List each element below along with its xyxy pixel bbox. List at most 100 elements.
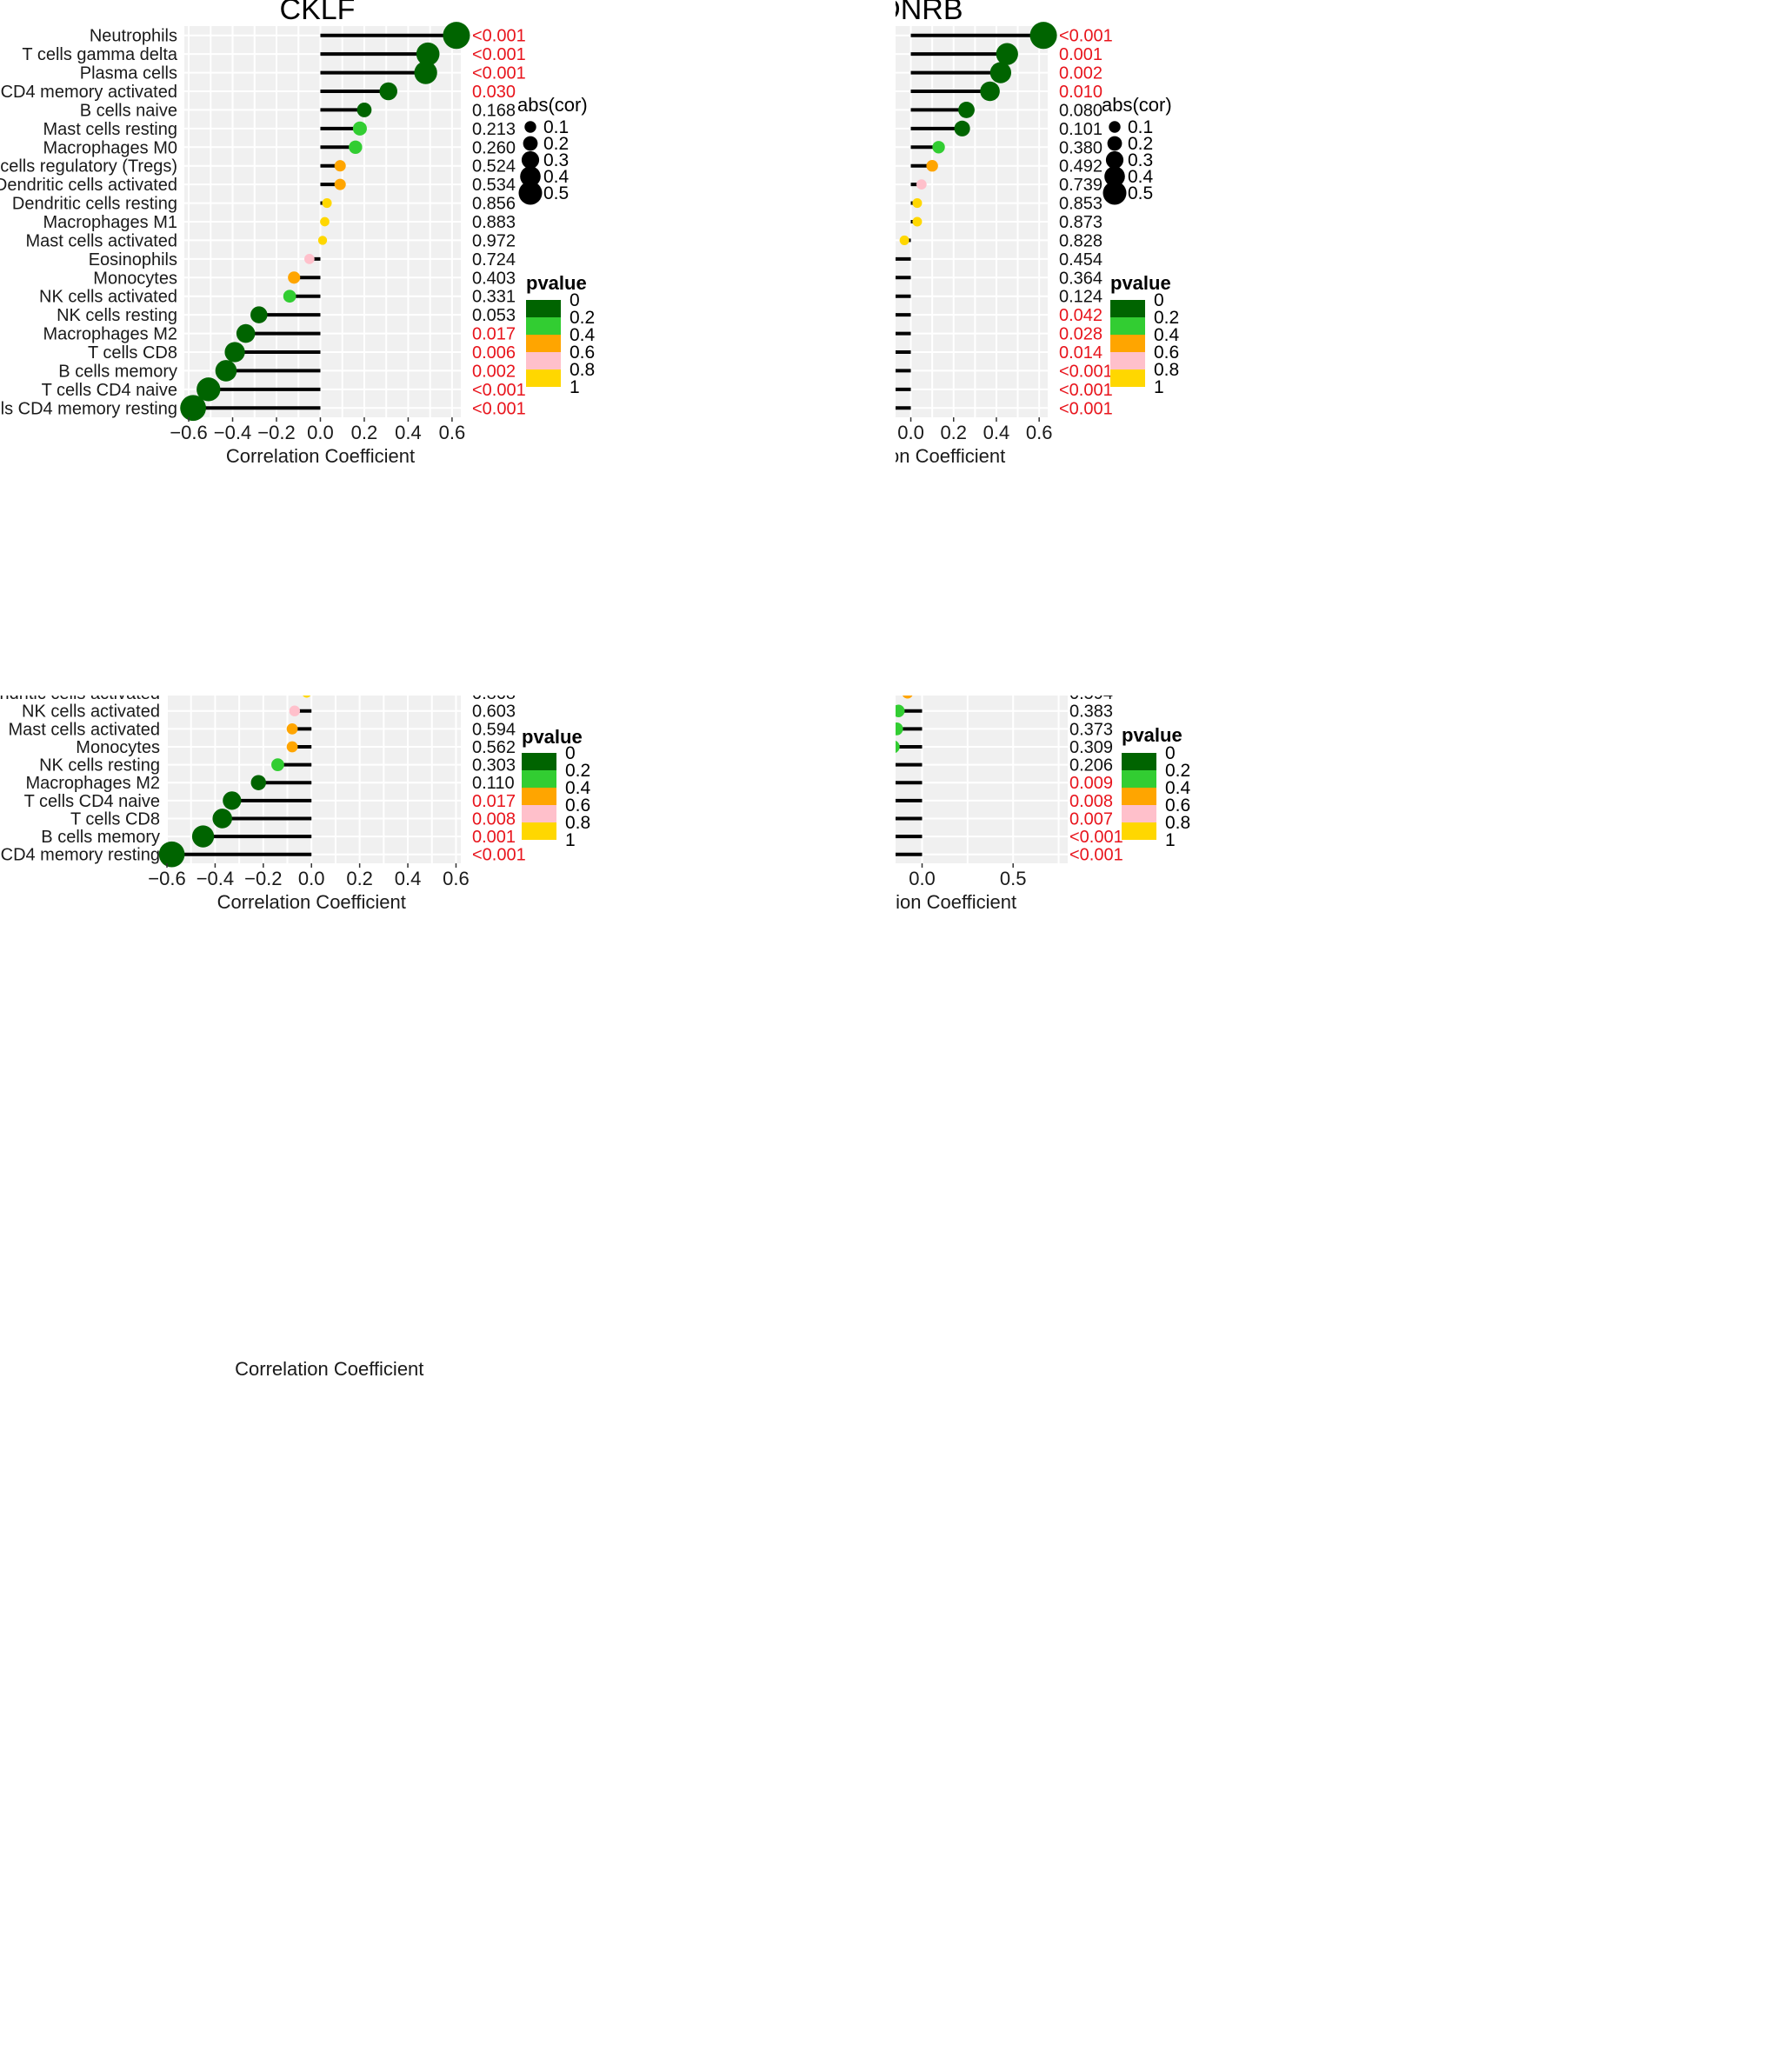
fcer1g-x-tick-label: −0.6 xyxy=(148,868,185,889)
ednrb-pvalue-label: 0.014 xyxy=(1059,343,1103,363)
cklf-point-plasma-cells xyxy=(414,61,437,84)
fcer1g-x-tick-label: −0.4 xyxy=(197,868,234,889)
cklf-pvalue-label: 0.213 xyxy=(472,120,516,139)
sort1-x-axis-title: Correlation Coefficient xyxy=(896,891,1016,913)
ednrb-pvalue-label: 0.042 xyxy=(1059,306,1103,325)
ednrb-point-dendritic-cells-resting xyxy=(899,235,909,245)
ednrb-color-legend-label: 0.2 xyxy=(1154,308,1179,328)
fcer1g-point-nk-cells-activated xyxy=(289,705,301,716)
cklf-category-label: NK cells resting xyxy=(57,306,177,325)
fcer1g-x-tick-label: −0.2 xyxy=(244,868,282,889)
cklf-category-label: T cells CD8 xyxy=(88,343,177,363)
cklf-pvalue-label: 0.168 xyxy=(472,101,516,120)
fcer1g-color-legend-swatch xyxy=(522,805,556,822)
cklf-size-legend-dot xyxy=(521,150,540,170)
sort1-color-legend-swatch xyxy=(1122,770,1156,788)
fcer1g-category-label: T cells CD4 naive xyxy=(24,792,160,811)
cklf-category-label: Macrophages M1 xyxy=(43,213,177,232)
cklf-pvalue-label: <0.001 xyxy=(472,399,526,418)
cklf-size-legend-label: 0.5 xyxy=(543,183,569,203)
cklf-size-legend-label: 0.2 xyxy=(543,134,569,154)
ednrb-color-legend-swatch xyxy=(1110,335,1145,352)
sort1-pvalue-label: <0.001 xyxy=(1069,846,1123,865)
ednrb-pvalue-label: 0.873 xyxy=(1059,213,1103,232)
sort1-pvalue-label: <0.001 xyxy=(1069,828,1123,847)
fcer1g-pvalue-label: 0.001 xyxy=(472,828,516,847)
cklf-pvalue-label: 0.030 xyxy=(472,83,516,102)
cklf-x-tick-label: 0.2 xyxy=(351,422,378,443)
cklf-x-tick-label: 0.0 xyxy=(307,422,334,443)
cklf-point-t-cells-cd4-naive xyxy=(197,377,221,402)
fcer1g-x-tick-label: 0.4 xyxy=(395,868,422,889)
ednrb-color-legend-swatch xyxy=(1110,352,1145,369)
fcer1g-point-t-cells-cd4-naive xyxy=(223,791,242,810)
fcer1g-category-label: Dendritic cells activated xyxy=(0,696,160,703)
cklf-size-legend-dot xyxy=(524,121,536,133)
ednrb-pvalue-label: 0.002 xyxy=(1059,64,1103,83)
fcer1g-point-macrophages-m2 xyxy=(250,775,267,790)
cklf-point-t-cells-cd4-memory-resting xyxy=(180,395,206,422)
fcer1g-color-legend-swatch xyxy=(522,788,556,805)
fcer1g-x-tick-label: 0.2 xyxy=(346,868,373,889)
fcer1g-pvalue-label: 0.110 xyxy=(472,774,515,793)
cklf-category-label: Eosinophils xyxy=(89,250,177,270)
cklf-point-nk-cells-activated xyxy=(283,290,296,303)
cklf-point-dendritic-cells-resting xyxy=(322,198,332,209)
cklf-color-legend-swatch xyxy=(526,317,561,335)
ednrb-pvalue-label: 0.853 xyxy=(1059,195,1103,214)
ednrb-pvalue-label: <0.001 xyxy=(1059,399,1113,418)
cklf-x-tick-label: 0.6 xyxy=(439,422,466,443)
ednrb-size-legend-label: 0.1 xyxy=(1128,117,1153,137)
fcer1g-pvalue-label: 0.017 xyxy=(472,792,516,811)
sort1-color-legend-title: pvalue xyxy=(1122,724,1182,746)
sort1-plot-background xyxy=(896,696,1068,863)
ednrb-color-legend-label: 1 xyxy=(1154,377,1164,397)
cklf-category-label: B cells naive xyxy=(80,101,177,120)
cklf-point-b-cells-naive xyxy=(356,103,372,117)
fcer1g-point-nk-cells-resting xyxy=(271,758,284,771)
sort1-color-legend-swatch xyxy=(1122,822,1156,840)
ednrb-pvalue-label: 0.492 xyxy=(1059,157,1103,176)
cklf-category-label: Dendritic cells resting xyxy=(12,195,177,214)
ednrb-color-legend-swatch xyxy=(1110,300,1145,317)
ednrb-point-mast-cells-resting xyxy=(926,160,938,172)
ednrb-x-tick-label: 0.4 xyxy=(983,422,1010,443)
fcer1g-category-label: Mast cells activated xyxy=(8,720,160,739)
cklf-color-legend-swatch xyxy=(526,335,561,352)
sort1-pvalue-label: 0.008 xyxy=(1069,792,1113,811)
sort1-color-legend-label: 0.8 xyxy=(1165,813,1190,833)
sort1-pvalue-label: 0.373 xyxy=(1069,720,1113,739)
ednrb-pvalue-label: <0.001 xyxy=(1059,27,1113,46)
cklf-point-t-cells-regulatory-tregs xyxy=(334,160,346,172)
sort1-pvalue-label: 0.206 xyxy=(1069,756,1113,776)
ednrb-pvalue-label: 0.028 xyxy=(1059,325,1103,344)
ednrb-point-t-cells-regulatory-tregs xyxy=(932,141,945,154)
ednrb-size-legend-label: 0.4 xyxy=(1128,167,1154,187)
cklf-color-legend-swatch xyxy=(526,352,561,369)
cklf-point-t-cells-cd4-memory-activated xyxy=(379,82,397,101)
cklf-category-label: Monocytes xyxy=(93,269,177,288)
ednrb-size-legend-dot xyxy=(1105,150,1124,170)
cklf-point-b-cells-memory xyxy=(215,360,237,382)
ednrb-point-macrophages-m0 xyxy=(954,120,970,136)
cklf-x-tick-label: −0.6 xyxy=(170,422,207,443)
cklf-size-legend-label: 0.1 xyxy=(543,117,569,137)
sort1-x-tick-label: 0.5 xyxy=(1000,868,1027,889)
cklf-title: CKLF xyxy=(280,0,356,26)
ednrb-color-legend-label: 0.8 xyxy=(1154,360,1179,380)
cklf-size-legend-label: 0.4 xyxy=(543,167,570,187)
cklf-point-macrophages-m2 xyxy=(236,323,256,343)
cklf-pvalue-label: <0.001 xyxy=(472,45,526,64)
cklf-x-tick-label: −0.2 xyxy=(257,422,295,443)
ednrb-pvalue-label: 0.739 xyxy=(1059,176,1103,195)
fcer1g-pvalue-label: 0.868 xyxy=(472,696,516,703)
cklf-pvalue-label: <0.001 xyxy=(472,27,526,46)
cklf-category-label: Dendritic cells activated xyxy=(0,176,177,195)
ednrb-title: EDNRB xyxy=(896,0,963,26)
fcer1g-color-legend-title: pvalue xyxy=(522,726,583,748)
sort1-color-legend-swatch xyxy=(1122,788,1156,805)
cklf-x-axis-title: Correlation Coefficient xyxy=(226,445,415,467)
